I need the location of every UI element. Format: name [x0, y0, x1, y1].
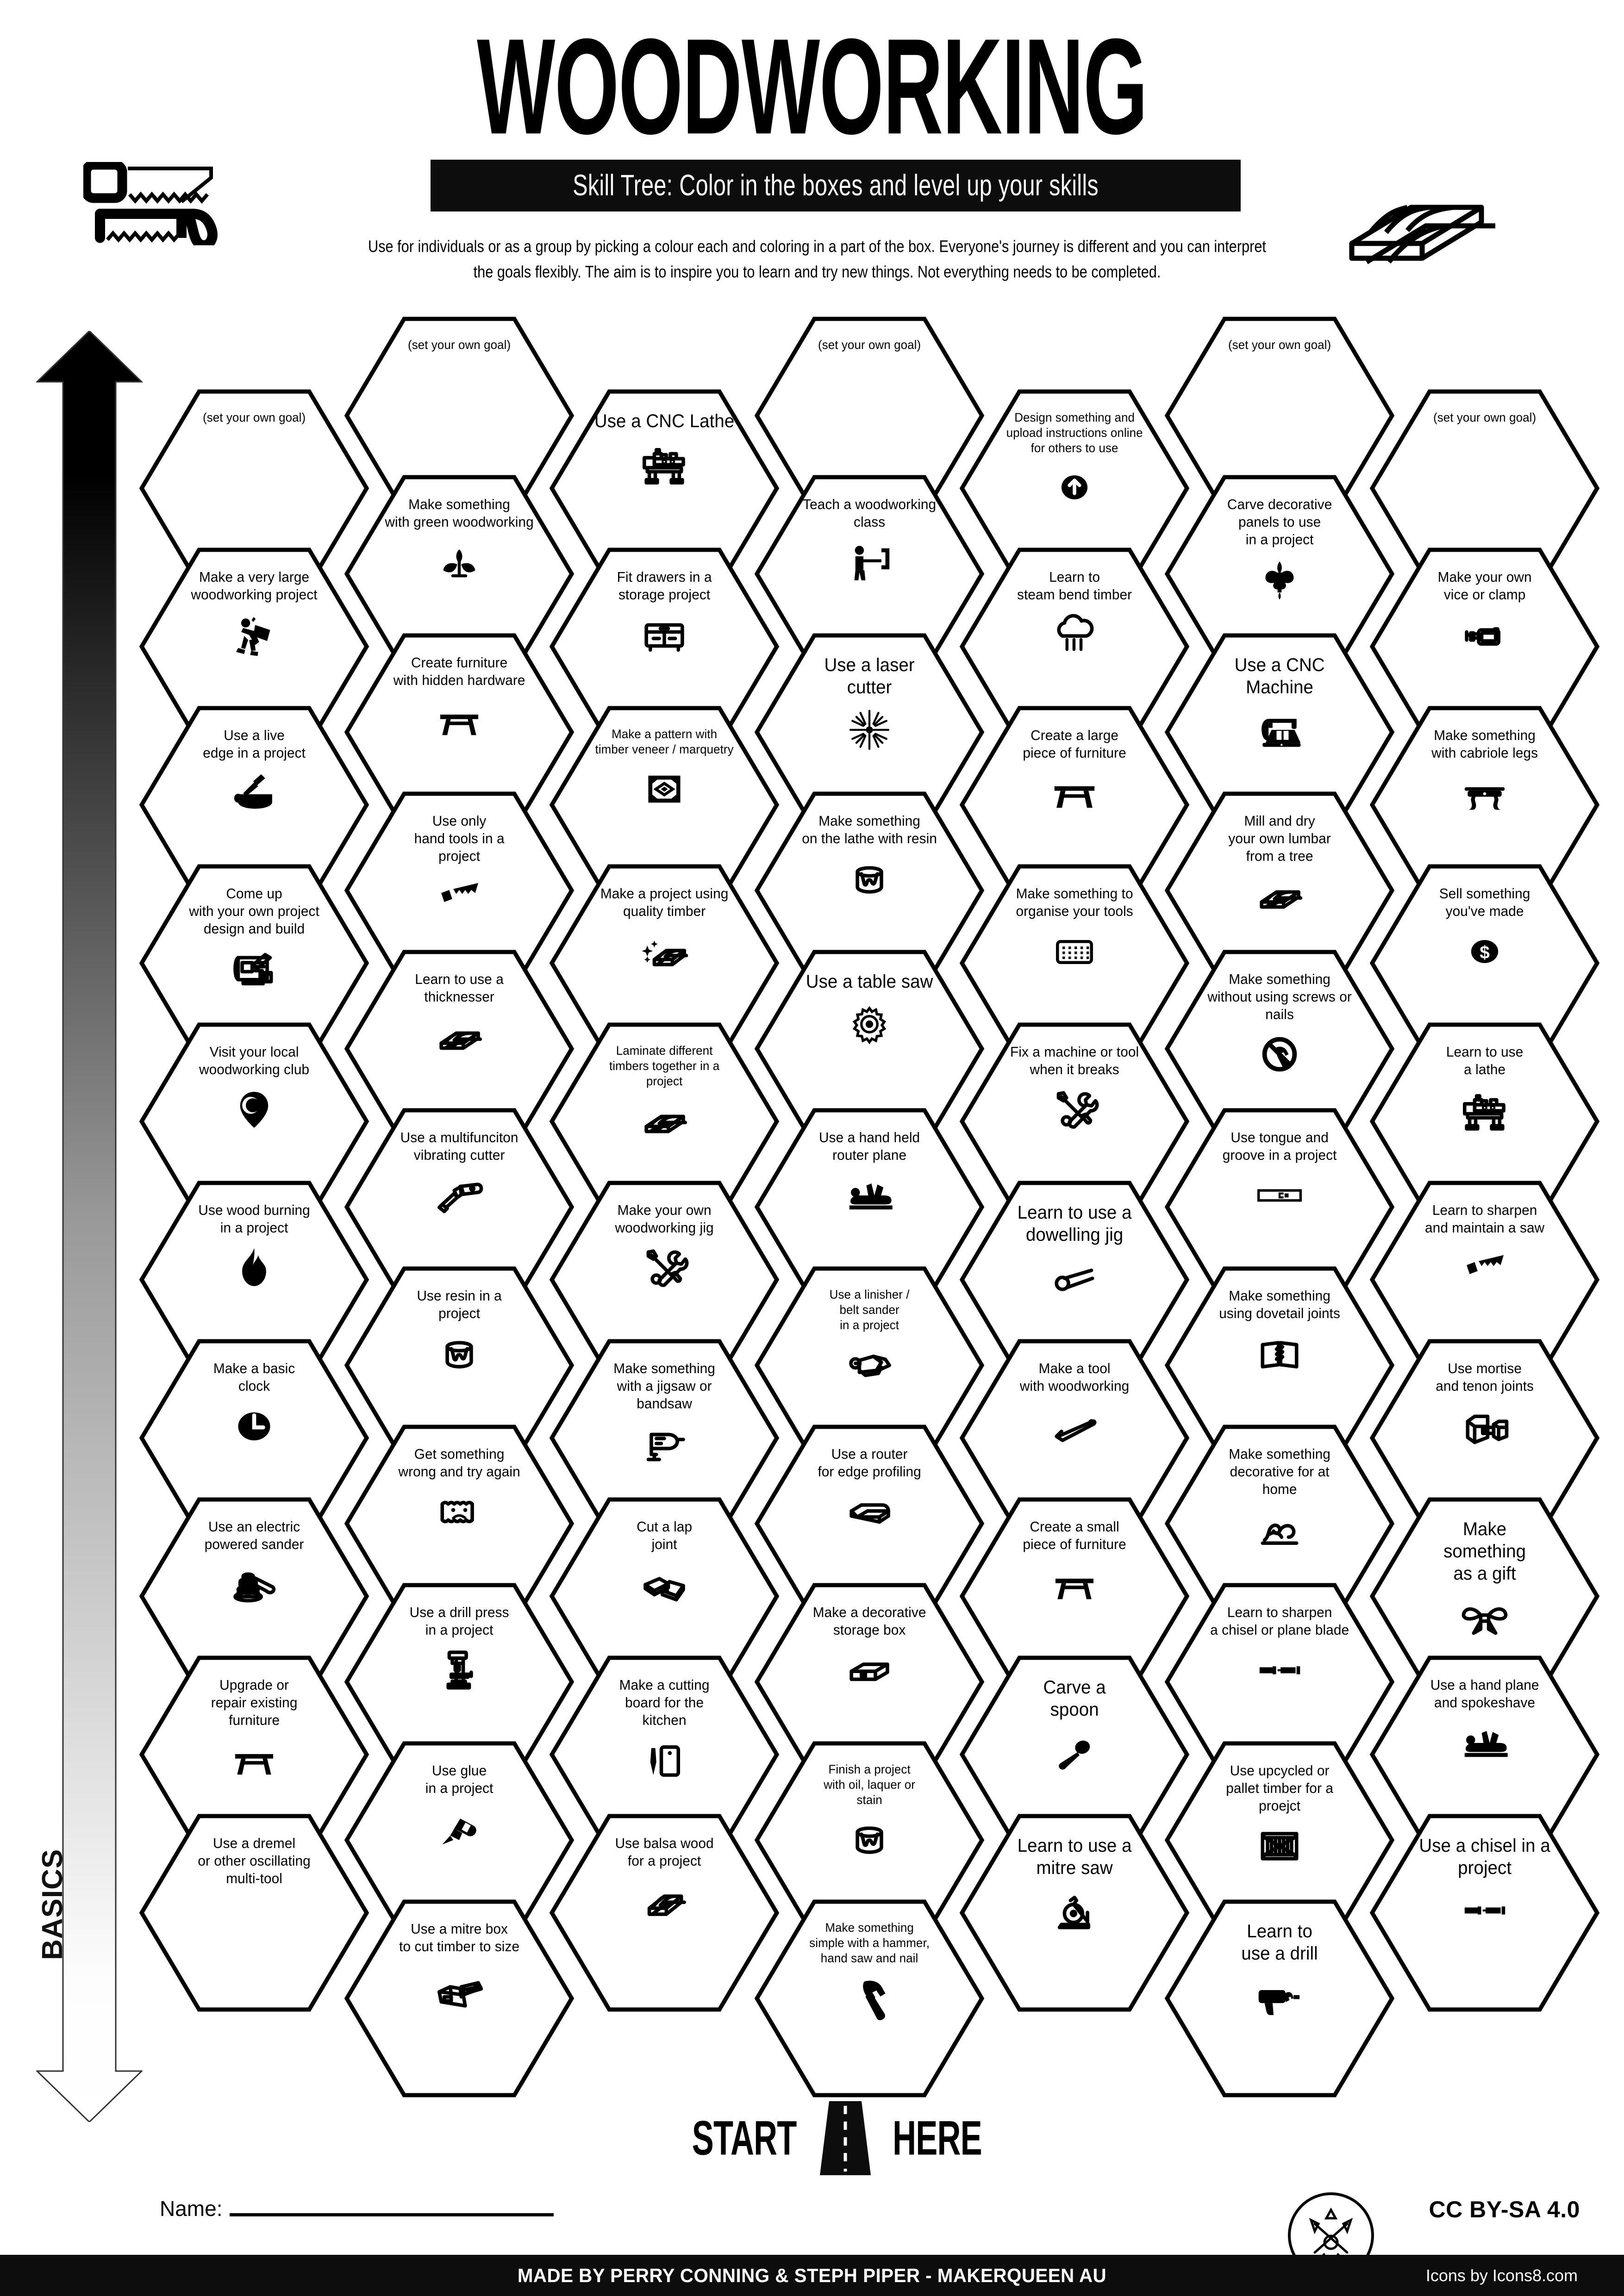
- road-icon: [820, 2101, 871, 2175]
- lumber-stack-decor-icon: [1338, 153, 1495, 285]
- skill-hex[interactable]: Use a mitre box to cut timber to size: [344, 1899, 575, 2098]
- page-title: WOODWORKING: [477, 10, 1148, 163]
- license-text: CC BY-SA 4.0: [1429, 2196, 1580, 2222]
- footer-bar: MADE BY PERRY CONNING & STEPH PIPER - MA…: [0, 2255, 1624, 2296]
- handsaw-decor-icon: [81, 160, 218, 250]
- name-field[interactable]: Name:: [160, 2196, 554, 2221]
- name-label: Name:: [160, 2196, 223, 2221]
- footer-icons-credit: Icons by Icons8.com: [1425, 2265, 1578, 2285]
- skill-hex[interactable]: Learn to use a mitre saw: [959, 1813, 1190, 2012]
- subtitle-text: Skill Tree: Color in the boxes and level…: [573, 169, 1099, 202]
- subtitle-banner: Skill Tree: Color in the boxes and level…: [431, 160, 1241, 212]
- start-word: START: [692, 2110, 797, 2165]
- skill-hex[interactable]: Use a dremel or other oscillating multi-to…: [139, 1813, 369, 2012]
- skill-hex[interactable]: Use balsa wood for a project: [549, 1813, 780, 2012]
- footer-credit-text: MADE BY PERRY CONNING & STEPH PIPER - MA…: [517, 2264, 1107, 2286]
- skill-hex[interactable]: Learn to use a drill: [1164, 1899, 1395, 2098]
- name-write-line[interactable]: [230, 2213, 554, 2216]
- skill-hex[interactable]: Make something simple with a hammer, hand …: [754, 1899, 985, 2098]
- intro-blurb: Use for individuals or as a group by pic…: [368, 236, 1266, 281]
- start-here-marker: START HERE: [681, 2101, 992, 2175]
- skill-level-arrow: ADVANCED BASICS: [35, 330, 144, 2123]
- skill-hex[interactable]: Use a chisel in a project: [1369, 1813, 1600, 2012]
- here-word: HERE: [893, 2110, 982, 2165]
